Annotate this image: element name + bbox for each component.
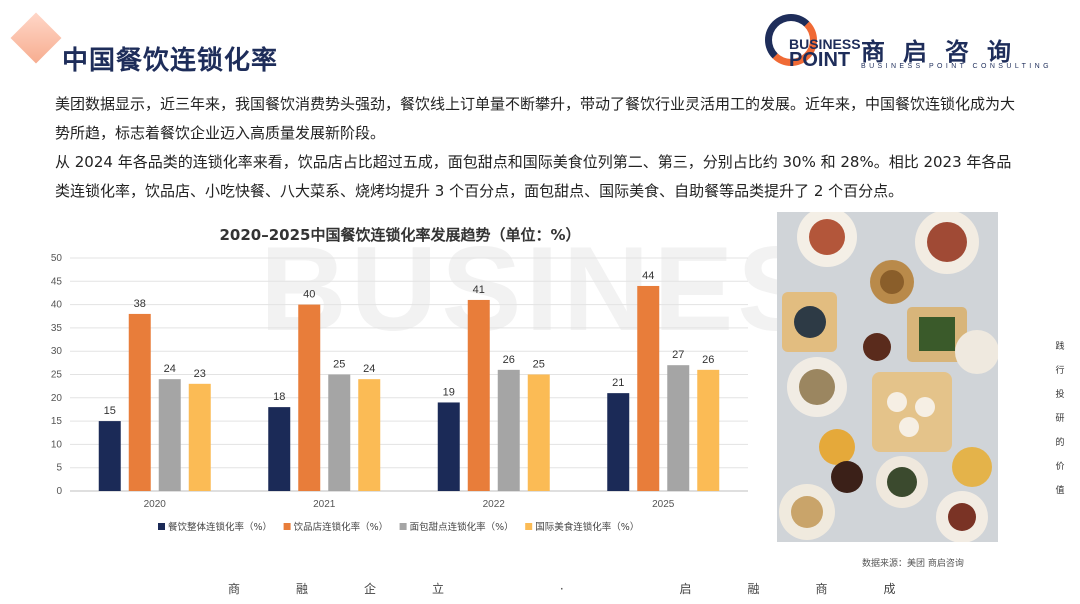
y-tick-label: 45 (51, 276, 63, 287)
data-label: 25 (533, 359, 545, 371)
bar (467, 299, 490, 491)
data-label: 41 (473, 284, 485, 296)
y-tick-label: 30 (51, 346, 63, 357)
data-label: 15 (104, 405, 116, 417)
y-tick-label: 15 (51, 416, 63, 427)
bar (188, 383, 211, 491)
bar (697, 369, 720, 491)
tagline-char: 值 (1055, 486, 1065, 496)
vertical-tagline: 践 行 投 研 的 价 值 (1050, 335, 1070, 503)
data-label: 18 (273, 391, 285, 403)
legend-label: 面包甜点连锁化率（%） (410, 521, 514, 533)
bar (607, 393, 630, 491)
data-label: 19 (443, 386, 455, 398)
bar (358, 379, 381, 491)
logo-cn-name: 商启咨询 (861, 38, 1029, 66)
legend-swatch (399, 523, 407, 530)
data-label: 26 (503, 354, 515, 366)
tagline-char: 践 (1055, 342, 1065, 352)
y-tick-label: 50 (51, 253, 63, 264)
tagline-char: 的 (1055, 438, 1065, 448)
tagline-char: 投 (1055, 390, 1065, 400)
footer-slogan: 商融企立 · 启融商成 (228, 582, 952, 596)
legend-label: 餐饮整体连锁化率（%） (168, 521, 272, 533)
bar (437, 402, 460, 491)
logo-en-top: BUSINESS (789, 36, 861, 52)
data-label: 38 (134, 298, 146, 310)
food-photo (777, 212, 998, 542)
bar (637, 285, 660, 491)
corner-decoration (10, 12, 62, 64)
data-label: 24 (164, 363, 176, 375)
bar (298, 304, 321, 491)
x-tick-label: 2020 (144, 499, 167, 510)
intro-paragraph: 美团数据显示，近三年来，我国餐饮消费势头强劲，餐饮线上订单量不断攀升，带动了餐饮… (55, 95, 1016, 142)
logo-mark (765, 14, 817, 66)
y-tick-label: 5 (56, 463, 62, 474)
data-label: 40 (303, 289, 315, 301)
data-label: 25 (333, 359, 345, 371)
data-label: 24 (363, 363, 375, 375)
data-label: 44 (642, 270, 654, 282)
tagline-char: 研 (1055, 414, 1065, 424)
y-tick-label: 10 (51, 439, 63, 450)
analysis-paragraph: 从 2024 年各品类的连锁化率来看，饮品店占比超过五成，面包甜点和国际美食位列… (55, 153, 1012, 200)
bar (527, 374, 550, 491)
logo-en-bottom: POINT (789, 49, 851, 71)
tagline-char: 行 (1055, 366, 1065, 376)
data-label: 21 (612, 377, 624, 389)
bar (128, 313, 151, 491)
bar (98, 421, 121, 491)
legend-label: 饮品店连锁化率（%） (294, 521, 389, 533)
tagline-char: 价 (1055, 462, 1065, 472)
logo-subtitle: BUSINESS POINT CONSULTING (861, 63, 1052, 70)
y-tick-label: 20 (51, 393, 63, 404)
bar (158, 379, 181, 491)
bar (497, 369, 520, 491)
data-label: 23 (194, 368, 206, 380)
y-tick-label: 0 (56, 486, 62, 497)
legend-swatch (525, 523, 533, 530)
bar (328, 374, 351, 491)
y-tick-label: 40 (51, 300, 63, 311)
y-tick-label: 35 (51, 323, 63, 334)
bar (667, 365, 690, 491)
y-tick-label: 25 (51, 370, 63, 381)
company-logo: BUSINESS POINT 商启咨询 BUSINESS POINT CONSU… (765, 14, 1065, 74)
chart-title: 2020–2025中国餐饮连锁化率发展趋势（单位：%） (219, 226, 581, 244)
page-title: 中国餐饮连锁化率 (62, 46, 279, 76)
legend-label: 国际美食连锁化率（%） (535, 521, 639, 533)
x-tick-label: 2022 (483, 499, 506, 510)
data-source: 数据来源：美团 商启咨询 (862, 559, 964, 569)
bar (268, 407, 291, 491)
x-tick-label: 2025 (652, 499, 675, 510)
legend-swatch (283, 523, 291, 530)
data-label: 27 (672, 349, 684, 361)
x-tick-label: 2021 (313, 499, 336, 510)
legend-swatch (158, 523, 165, 530)
data-label: 26 (702, 354, 714, 366)
